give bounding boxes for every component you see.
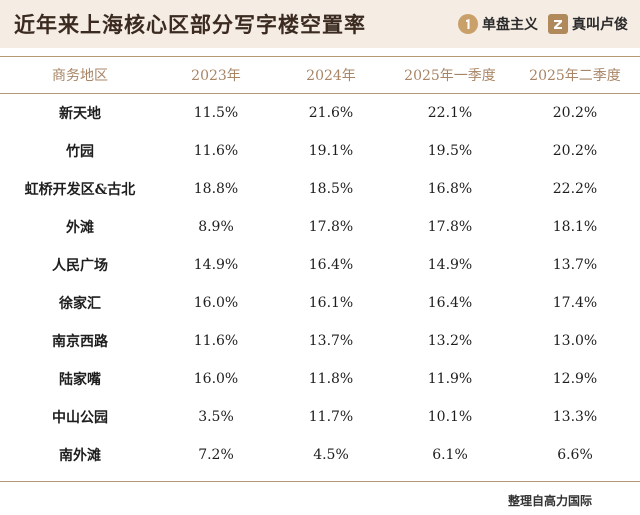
table-row: 竹园 11.6% 19.1% 19.5% 20.2% xyxy=(0,132,640,170)
district-cell: 虹桥开发区&古北 xyxy=(24,182,136,198)
value-cell: 18.1% xyxy=(552,219,598,235)
table-row: 新天地 11.5% 21.6% 22.1% 20.2% xyxy=(0,94,640,132)
column-header: 2023年 xyxy=(191,68,241,84)
value-cell: 17.8% xyxy=(308,219,354,235)
district-cell: 徐家汇 xyxy=(59,296,101,312)
value-cell: 13.7% xyxy=(552,257,598,273)
value-cell: 16.0% xyxy=(193,295,239,311)
table-row: 中山公园 3.5% 11.7% 10.1% 13.3% xyxy=(0,398,640,436)
value-cell: 18.8% xyxy=(193,181,239,197)
column-header: 2024年 xyxy=(306,68,356,84)
district-cell: 外滩 xyxy=(66,220,94,236)
value-cell: 10.1% xyxy=(427,409,473,425)
value-cell: 22.2% xyxy=(552,181,598,197)
value-cell: 11.9% xyxy=(427,371,473,387)
district-cell: 人民广场 xyxy=(52,258,108,274)
value-cell: 22.1% xyxy=(427,105,473,121)
table-bottom-divider xyxy=(0,481,640,482)
value-cell: 4.5% xyxy=(313,447,349,463)
value-cell: 8.9% xyxy=(198,219,234,235)
table-row: 南外滩 7.2% 4.5% 6.1% 6.6% xyxy=(0,436,640,474)
district-cell: 南京西路 xyxy=(52,334,108,350)
district-cell: 竹园 xyxy=(66,144,94,160)
value-cell: 16.8% xyxy=(427,181,473,197)
value-cell: 11.6% xyxy=(193,333,239,349)
table-header: 商务地区 2023年 2024年 2025年一季度 2025年二季度 xyxy=(0,56,640,94)
logo-label: 单盘主义 xyxy=(482,17,538,33)
z-logo-icon xyxy=(548,14,568,34)
value-cell: 13.2% xyxy=(427,333,473,349)
vacancy-table: 商务地区 2023年 2024年 2025年一季度 2025年二季度 新天地 1… xyxy=(0,56,640,474)
table-row: 南京西路 11.6% 13.7% 13.2% 13.0% xyxy=(0,322,640,360)
table-row: 徐家汇 16.0% 16.1% 16.4% 17.4% xyxy=(0,284,640,322)
value-cell: 21.6% xyxy=(308,105,354,121)
value-cell: 13.0% xyxy=(552,333,598,349)
table-row: 外滩 8.9% 17.8% 17.8% 18.1% xyxy=(0,208,640,246)
page-title: 近年来上海核心区部分写字楼空置率 xyxy=(14,12,366,37)
logo-danpanzhuyi: 单盘主义 xyxy=(458,14,538,34)
district-cell: 中山公园 xyxy=(52,410,108,426)
value-cell: 18.5% xyxy=(308,181,354,197)
value-cell: 14.9% xyxy=(427,257,473,273)
table-row: 虹桥开发区&古北 18.8% 18.5% 16.8% 22.2% xyxy=(0,170,640,208)
value-cell: 12.9% xyxy=(552,371,598,387)
value-cell: 6.6% xyxy=(557,447,593,463)
value-cell: 20.2% xyxy=(552,105,598,121)
title-banner: 近年来上海核心区部分写字楼空置率 单盘主义 真叫卢俊 xyxy=(0,0,640,48)
column-header: 2025年一季度 xyxy=(404,68,496,84)
value-cell: 11.7% xyxy=(308,409,354,425)
value-cell: 11.8% xyxy=(308,371,354,387)
column-header: 商务地区 xyxy=(52,68,108,84)
value-cell: 20.2% xyxy=(552,143,598,159)
value-cell: 13.7% xyxy=(308,333,354,349)
logo-label: 真叫卢俊 xyxy=(572,17,628,33)
column-header: 2025年二季度 xyxy=(529,68,621,84)
value-cell: 19.1% xyxy=(308,143,354,159)
number-one-icon xyxy=(458,14,478,34)
district-cell: 南外滩 xyxy=(59,448,101,464)
table-row: 人民广场 14.9% 16.4% 14.9% 13.7% xyxy=(0,246,640,284)
value-cell: 6.1% xyxy=(432,447,468,463)
value-cell: 16.4% xyxy=(427,295,473,311)
value-cell: 7.2% xyxy=(198,447,234,463)
value-cell: 11.5% xyxy=(193,105,239,121)
value-cell: 16.4% xyxy=(308,257,354,273)
value-cell: 13.3% xyxy=(552,409,598,425)
value-cell: 17.4% xyxy=(552,295,598,311)
value-cell: 16.0% xyxy=(193,371,239,387)
value-cell: 16.1% xyxy=(308,295,354,311)
value-cell: 3.5% xyxy=(198,409,234,425)
source-note: 整理自高力国际 xyxy=(507,494,592,508)
value-cell: 11.6% xyxy=(193,143,239,159)
table-row: 陆家嘴 16.0% 11.8% 11.9% 12.9% xyxy=(0,360,640,398)
brand-logos: 单盘主义 真叫卢俊 xyxy=(458,12,628,36)
district-cell: 新天地 xyxy=(59,106,101,122)
district-cell: 陆家嘴 xyxy=(59,372,101,388)
value-cell: 19.5% xyxy=(427,143,473,159)
logo-zhenjiaolujun: 真叫卢俊 xyxy=(548,14,628,34)
value-cell: 14.9% xyxy=(193,257,239,273)
value-cell: 17.8% xyxy=(427,219,473,235)
